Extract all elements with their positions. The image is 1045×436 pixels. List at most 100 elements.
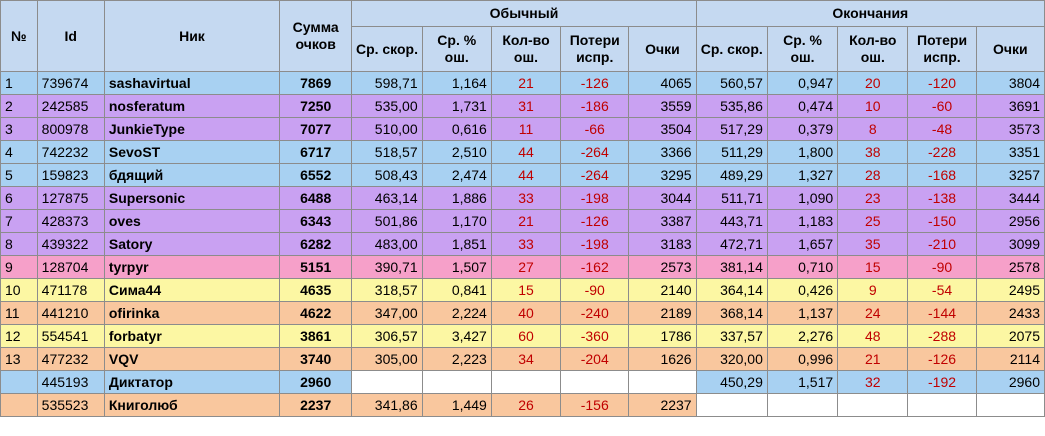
total-points: 6488 [279, 186, 353, 210]
endings-error-count: 21 [837, 347, 909, 371]
normal-error-percent: 2,510 [421, 140, 492, 164]
header-endings-points: Очки [975, 26, 1045, 72]
header-group-endings: Окончания [695, 0, 1045, 27]
player-nick: бдящий [103, 163, 281, 187]
endings-points: 3691 [975, 94, 1045, 118]
player-id: 477232 [36, 347, 105, 371]
table-row: 10 471178 Сима44 4635 318,57 0,841 15 -90 2140 36… [0, 278, 1045, 302]
player-nick: ofirinka [103, 301, 281, 325]
endings-error-count: 15 [837, 255, 909, 279]
normal-error-percent: 2,224 [421, 301, 492, 325]
player-nick: Диктатор [103, 370, 281, 394]
header-endings-loss: Потери испр. [907, 26, 977, 72]
endings-correction-loss: -192 [907, 370, 977, 394]
endings-correction-loss: -90 [907, 255, 977, 279]
total-points: 2237 [279, 393, 353, 417]
normal-error-percent: 1,164 [421, 71, 492, 95]
header-group-normal: Обычный [351, 0, 697, 27]
endings-speed: 511,71 [695, 186, 768, 210]
endings-error-percent: 1,137 [766, 301, 839, 325]
endings-speed: 535,86 [695, 94, 768, 118]
player-id: 535523 [36, 393, 105, 417]
row-num: 8 [0, 232, 38, 256]
endings-error-count: 35 [837, 232, 909, 256]
row-num: 13 [0, 347, 38, 371]
endings-error-percent: 0,474 [766, 94, 839, 118]
normal-correction-loss: -360 [560, 324, 630, 348]
normal-error-count: 33 [490, 232, 562, 256]
endings-error-percent: 1,090 [766, 186, 839, 210]
table-row: 7 428373 oves 6343 501,86 1,170 21 -126 3387 443,… [0, 209, 1045, 233]
normal-points: 2573 [628, 255, 697, 279]
table-row: 1 739674 sashavirtual 7869 598,71 1,164 21 -126… [0, 71, 1045, 95]
normal-points: 2140 [628, 278, 697, 302]
row-num: 5 [0, 163, 38, 187]
player-nick: sashavirtual [103, 71, 281, 95]
player-id: 445193 [36, 370, 105, 394]
normal-error-percent: 2,474 [421, 163, 492, 187]
player-nick: Книголюб [103, 393, 281, 417]
endings-error-percent: 0,996 [766, 347, 839, 371]
row-num: 6 [0, 186, 38, 210]
normal-error-count: 44 [490, 163, 562, 187]
endings-error-percent: 1,657 [766, 232, 839, 256]
header-endings-err-pct: Ср. % ош. [766, 26, 839, 72]
normal-error-count: 44 [490, 140, 562, 164]
endings-points: 2578 [975, 255, 1045, 279]
normal-points: 4065 [628, 71, 697, 95]
header-normal-err-pct: Ср. % ош. [421, 26, 492, 72]
normal-error-percent: 0,841 [421, 278, 492, 302]
table-row: 445193 Диктатор 2960 450,29 1,517 32 -192 2960 [0, 370, 1045, 394]
endings-speed: 450,29 [695, 370, 768, 394]
endings-correction-loss: -120 [907, 71, 977, 95]
normal-speed [351, 370, 423, 394]
normal-points: 3504 [628, 117, 697, 141]
endings-correction-loss: -210 [907, 232, 977, 256]
row-num [0, 393, 38, 417]
endings-points [975, 393, 1045, 417]
total-points: 6717 [279, 140, 353, 164]
endings-speed: 489,29 [695, 163, 768, 187]
endings-speed: 337,57 [695, 324, 768, 348]
table-row: 3 800978 JunkieType 7077 510,00 0,616 11 -66 350… [0, 117, 1045, 141]
normal-correction-loss [560, 370, 630, 394]
row-num: 12 [0, 324, 38, 348]
endings-correction-loss: -48 [907, 117, 977, 141]
normal-speed: 341,86 [351, 393, 423, 417]
endings-speed: 381,14 [695, 255, 768, 279]
row-num: 11 [0, 301, 38, 325]
row-num: 7 [0, 209, 38, 233]
endings-error-count: 24 [837, 301, 909, 325]
player-nick: VQV [103, 347, 281, 371]
endings-correction-loss: -168 [907, 163, 977, 187]
row-num: 2 [0, 94, 38, 118]
endings-error-percent: 1,327 [766, 163, 839, 187]
endings-points: 2956 [975, 209, 1045, 233]
normal-error-count: 27 [490, 255, 562, 279]
normal-error-percent: 1,170 [421, 209, 492, 233]
endings-correction-loss: -138 [907, 186, 977, 210]
player-nick: Supersonic [103, 186, 281, 210]
total-points: 3740 [279, 347, 353, 371]
normal-points: 3387 [628, 209, 697, 233]
row-num: 10 [0, 278, 38, 302]
normal-error-count: 33 [490, 186, 562, 210]
player-id: 554541 [36, 324, 105, 348]
normal-error-count: 26 [490, 393, 562, 417]
normal-error-percent: 1,731 [421, 94, 492, 118]
player-nick: nosferatum [103, 94, 281, 118]
normal-error-count: 31 [490, 94, 562, 118]
normal-points: 3366 [628, 140, 697, 164]
total-points: 5151 [279, 255, 353, 279]
normal-correction-loss: -90 [560, 278, 630, 302]
endings-error-percent: 0,710 [766, 255, 839, 279]
normal-correction-loss: -198 [560, 186, 630, 210]
normal-error-percent: 0,616 [421, 117, 492, 141]
normal-correction-loss: -240 [560, 301, 630, 325]
normal-speed: 306,57 [351, 324, 423, 348]
endings-speed: 364,14 [695, 278, 768, 302]
endings-speed: 443,71 [695, 209, 768, 233]
table-row: 9 128704 tyrpyr 5151 390,71 1,507 27 -162 2573 38… [0, 255, 1045, 279]
total-points: 2960 [279, 370, 353, 394]
normal-points: 1786 [628, 324, 697, 348]
